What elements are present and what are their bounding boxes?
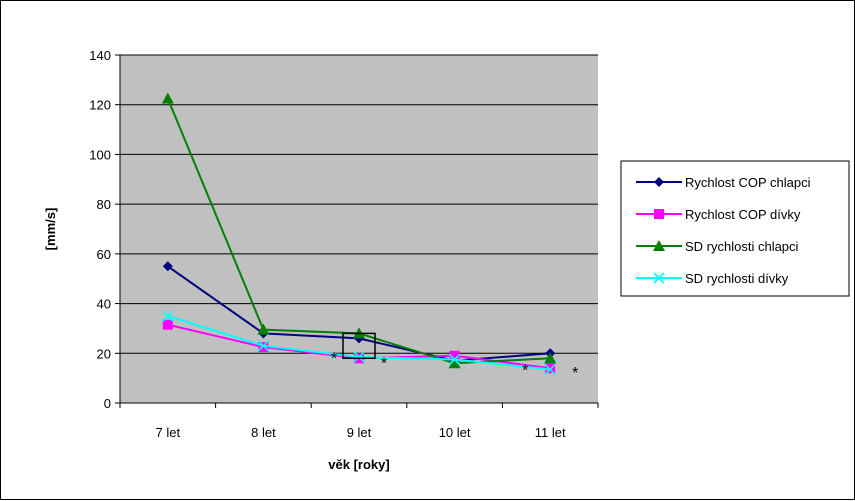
x-tick-label: 10 let (439, 425, 471, 440)
x-tick-label: 8 let (251, 425, 276, 440)
data-point (545, 363, 556, 374)
x-axis-ticks: 7 let 8 let 9 let 10 let 11 let (119, 403, 599, 440)
data-point (449, 350, 460, 361)
highlight-box (342, 332, 376, 360)
y-tick-label: 140 (89, 48, 111, 63)
gridlines (120, 54, 598, 354)
y-tick-label: 40 (97, 297, 111, 312)
data-point (161, 92, 174, 104)
data-point (257, 340, 269, 352)
y-axis-ticks: 0 20 40 60 80 100 120 140 (89, 48, 120, 411)
y-tick-label: 20 (97, 346, 111, 361)
significance-star: * (331, 350, 337, 367)
y-tick-label: 100 (89, 147, 111, 162)
x-axis-title: věk [roky] (328, 457, 389, 472)
legend-swatch-marker (654, 177, 664, 187)
x-tick-label: 7 let (156, 425, 181, 440)
data-point (449, 353, 461, 366)
annotations: * * * * (331, 332, 578, 382)
data-point (353, 351, 365, 363)
legend-swatch-marker (654, 209, 664, 219)
series-group (161, 92, 557, 376)
legend-swatch-marker (653, 240, 665, 251)
x-tick-label: 11 let (535, 425, 566, 440)
legend-label: Rychlost COP dívky (685, 207, 801, 222)
x-tick-label: 9 let (347, 425, 372, 440)
y-tick-label: 60 (97, 247, 111, 262)
plot-area (120, 55, 598, 403)
series-4 (162, 310, 556, 376)
significance-star: * (572, 365, 578, 382)
legend-label: Rychlost COP chlapci (685, 175, 811, 190)
data-point (448, 357, 461, 369)
axes (119, 55, 598, 404)
legend-entry: Rychlost COP chlapci (636, 175, 811, 190)
legend: Rychlost COP chlapci Rychlost COP dívky SD… (636, 175, 811, 286)
legend-entry: SD rychlosti chlapci (636, 239, 799, 254)
legend-label: SD rychlosti chlapci (685, 239, 799, 254)
significance-star: * (381, 355, 387, 372)
y-tick-label: 120 (89, 98, 111, 113)
y-tick-label: 0 (104, 396, 111, 411)
data-point (257, 323, 270, 335)
legend-label: SD rychlosti dívky (685, 271, 789, 286)
legend-entry: SD rychlosti dívky (636, 271, 789, 286)
data-point (544, 363, 556, 376)
legend-swatch-marker (653, 272, 665, 284)
data-point (162, 310, 174, 322)
data-point (544, 352, 557, 364)
data-point (258, 342, 269, 353)
significance-star: * (522, 363, 528, 380)
data-point (162, 319, 173, 330)
data-point (162, 261, 173, 272)
y-axis-title: [mm/s] (43, 208, 58, 251)
legend-entry: Rychlost COP dívky (636, 207, 801, 222)
y-tick-label: 80 (97, 197, 111, 212)
